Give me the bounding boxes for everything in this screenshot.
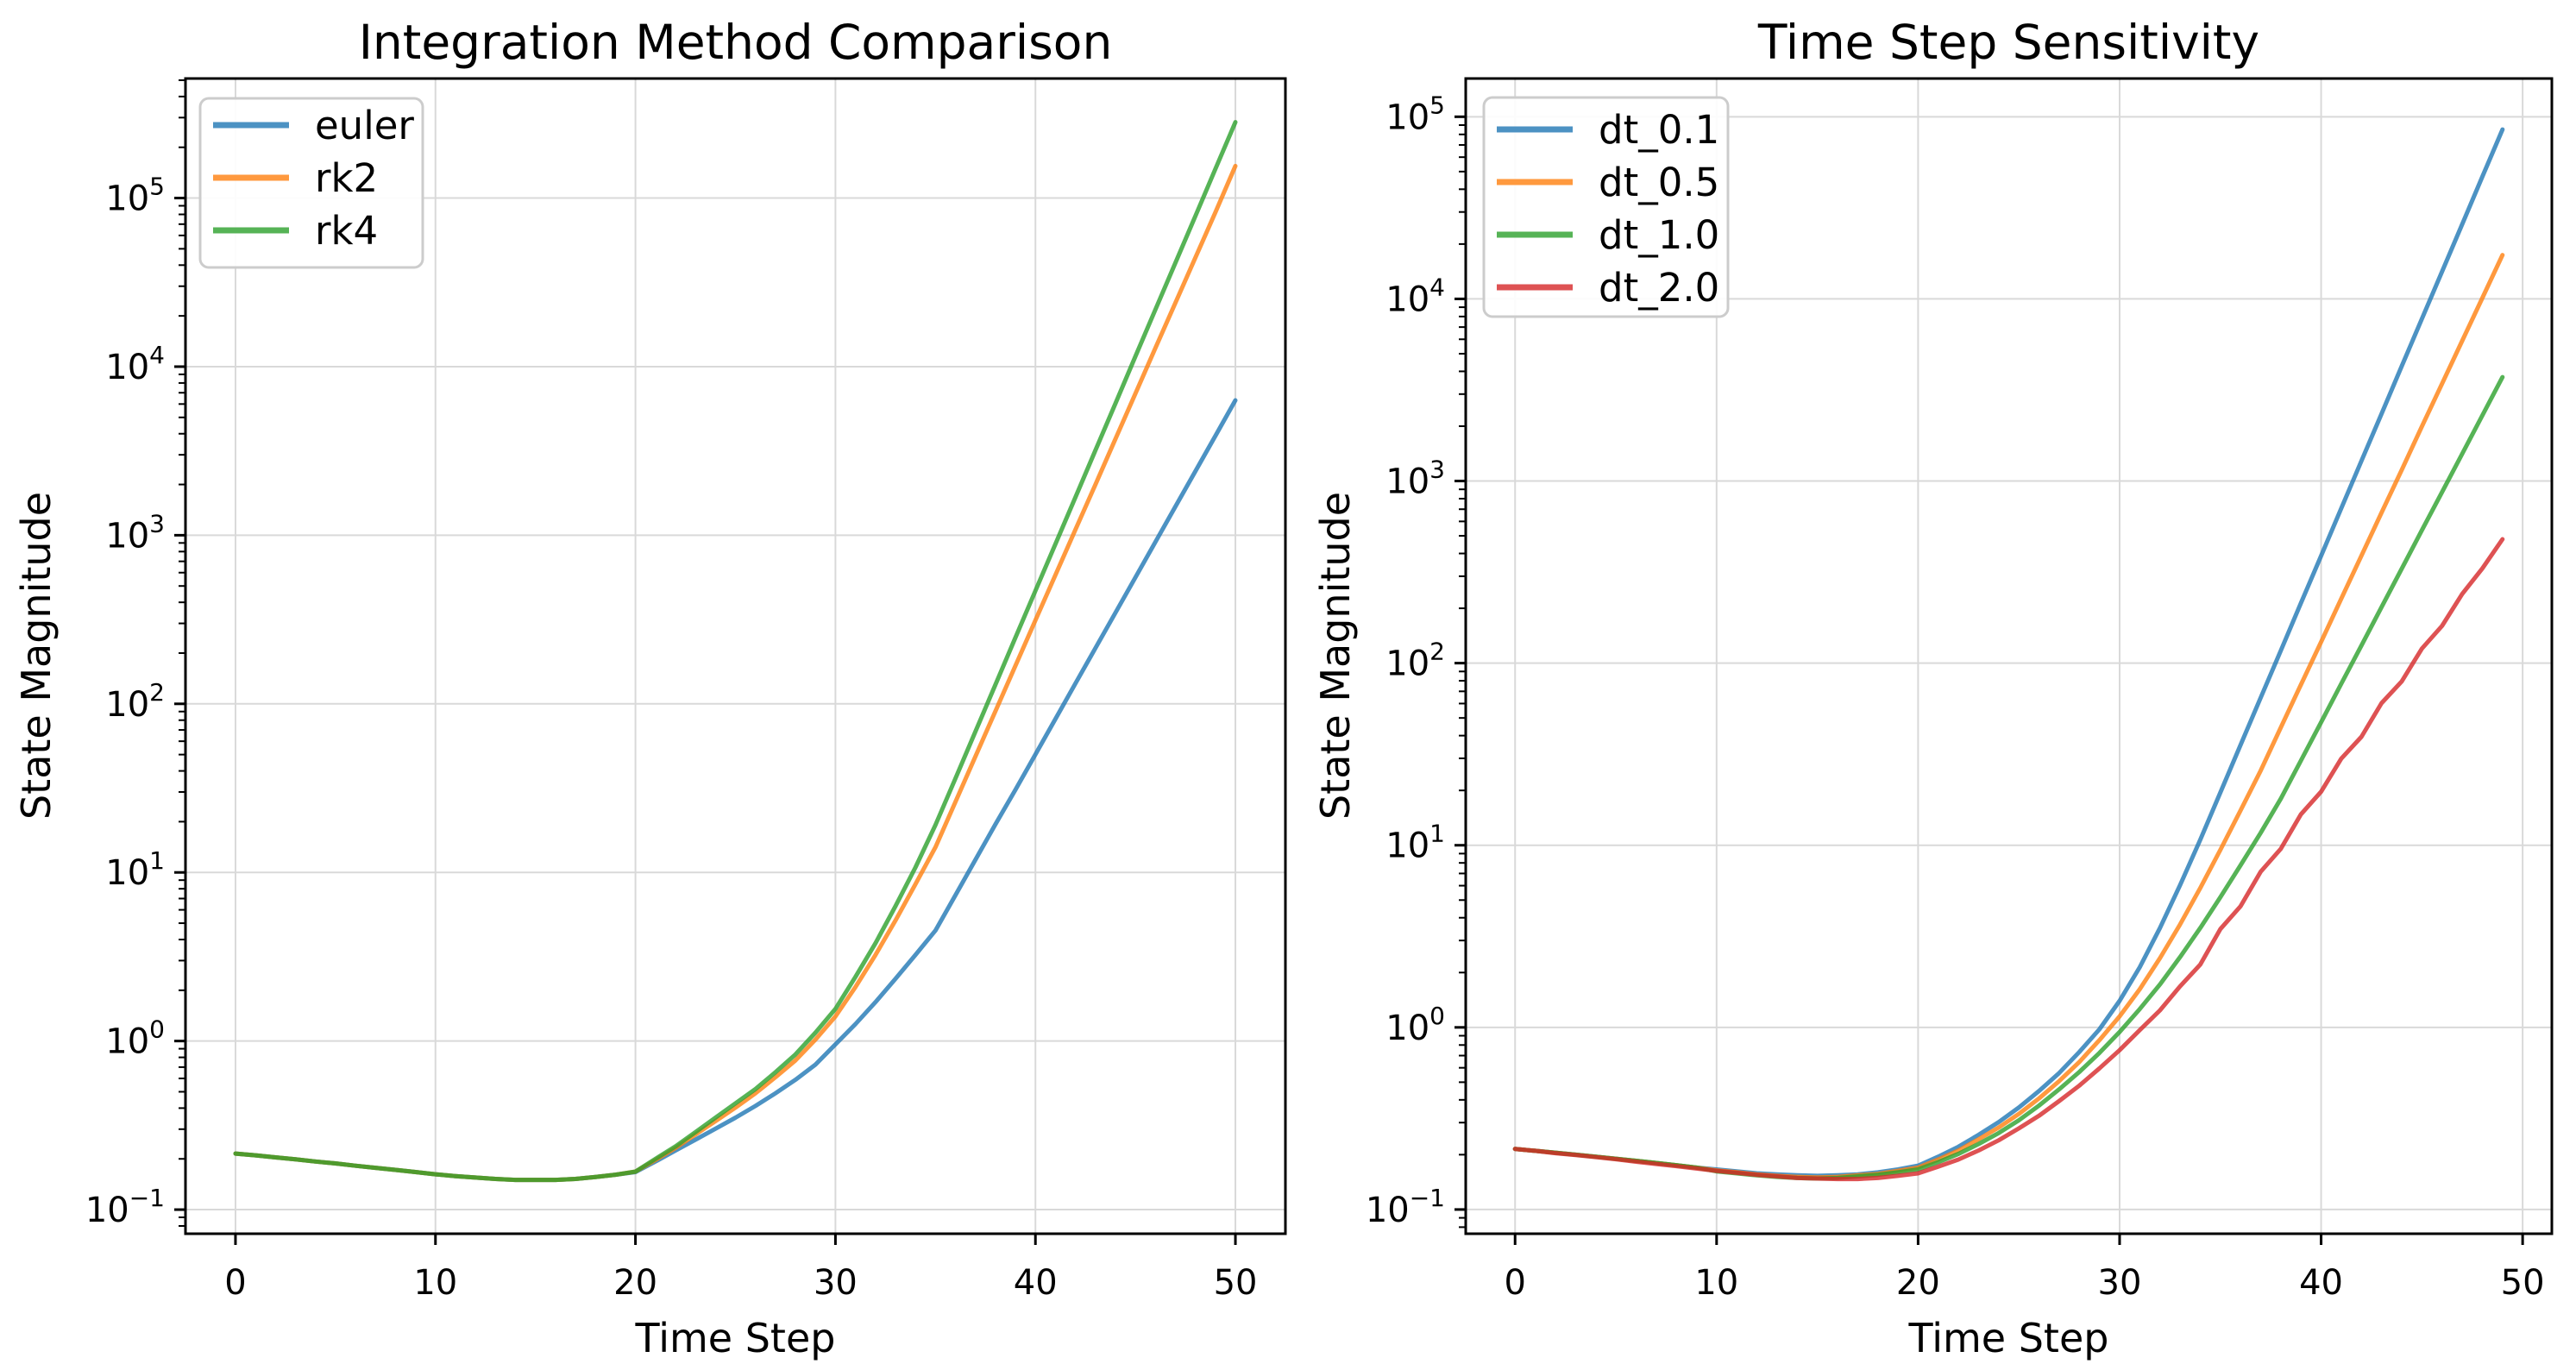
x-tick-label: 30 bbox=[2098, 1263, 2142, 1303]
right-x-axis-label: Time Step bbox=[1908, 1315, 2109, 1361]
x-tick-label: 50 bbox=[1214, 1263, 1258, 1303]
y-tick-label: 104 bbox=[105, 341, 165, 387]
y-tick-label: 100 bbox=[105, 1015, 165, 1062]
legend-label-rk2: rk2 bbox=[315, 155, 378, 201]
legend-box bbox=[1482, 96, 1730, 318]
x-tick-label: 40 bbox=[1014, 1263, 1058, 1303]
y-tick-label: 10−1 bbox=[85, 1184, 165, 1230]
legend-label-dt_0.1: dt_0.1 bbox=[1599, 107, 1719, 153]
y-tick-label: 104 bbox=[1385, 273, 1445, 319]
y-tick-label: 101 bbox=[105, 846, 165, 893]
legend-label-euler: euler bbox=[315, 103, 414, 148]
x-tick-label: 40 bbox=[2299, 1263, 2343, 1303]
x-tick-label: 30 bbox=[814, 1263, 858, 1303]
axes-spines bbox=[1464, 77, 2554, 1235]
x-tick-label: 20 bbox=[1896, 1263, 1940, 1303]
x-tick-label: 0 bbox=[224, 1263, 246, 1303]
left-x-axis-label: Time Step bbox=[635, 1315, 836, 1361]
left-y-axis-label: State Magnitude bbox=[13, 491, 60, 820]
x-tick-label: 10 bbox=[413, 1263, 457, 1303]
series-line-dt_1.0 bbox=[1512, 374, 2505, 1181]
legend-label-dt_1.0: dt_1.0 bbox=[1599, 212, 1719, 258]
y-tick-label: 10−1 bbox=[1366, 1184, 1445, 1230]
axes-spines bbox=[184, 77, 1287, 1235]
series-line-euler bbox=[233, 398, 1238, 1183]
x-tick-label: 0 bbox=[1505, 1263, 1526, 1303]
right-chart-title: Time Step Sensitivity bbox=[1757, 15, 2260, 70]
series-line-dt_0.5 bbox=[1512, 253, 2505, 1180]
series-line-rk2 bbox=[233, 163, 1238, 1183]
left-chart-title: Integration Method Comparison bbox=[358, 15, 1113, 70]
y-tick-label: 102 bbox=[1385, 638, 1445, 684]
right-y-axis-label: State Magnitude bbox=[1312, 491, 1359, 820]
series-line-dt_2.0 bbox=[1512, 537, 2505, 1182]
legend-label-rk4: rk4 bbox=[315, 208, 378, 254]
y-tick-label: 103 bbox=[105, 509, 165, 556]
y-tick-label: 102 bbox=[105, 678, 165, 725]
x-tick-label: 20 bbox=[613, 1263, 657, 1303]
y-tick-label: 101 bbox=[1385, 820, 1445, 866]
y-tick-label: 103 bbox=[1385, 456, 1445, 502]
x-tick-label: 50 bbox=[2501, 1263, 2545, 1303]
y-tick-label: 100 bbox=[1385, 1002, 1445, 1048]
legend-label-dt_0.5: dt_0.5 bbox=[1599, 160, 1719, 205]
legend-box bbox=[198, 97, 424, 269]
y-tick-label: 105 bbox=[105, 173, 165, 219]
x-tick-label: 10 bbox=[1694, 1263, 1738, 1303]
series-line-rk4 bbox=[233, 120, 1238, 1183]
legend-label-dt_2.0: dt_2.0 bbox=[1599, 265, 1719, 311]
y-tick-label: 105 bbox=[1385, 91, 1445, 137]
